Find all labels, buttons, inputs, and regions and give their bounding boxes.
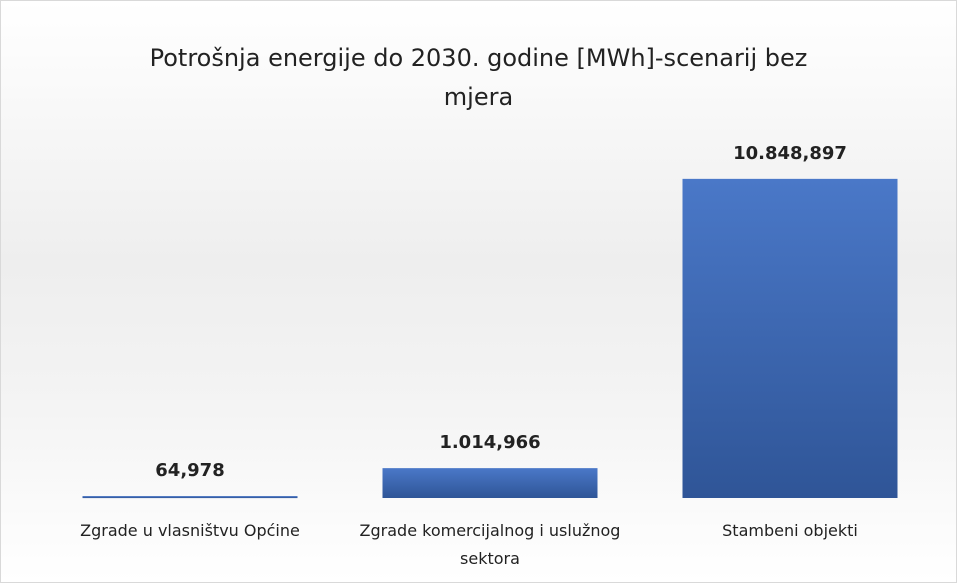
bar — [682, 178, 898, 498]
chart-title: Potrošnja energije do 2030. godine [MWh]… — [149, 44, 808, 111]
data-label: 10.848,897 — [733, 143, 847, 164]
data-label: 1.014,966 — [439, 432, 540, 453]
x-tick-label: Zgrade komercijalnog i uslužnog sektora — [359, 521, 621, 568]
bar — [382, 468, 598, 498]
x-tick-label: Zgrade u vlasništvu Općine — [80, 521, 300, 540]
x-tick-label: Stambeni objekti — [722, 521, 858, 540]
bar — [82, 496, 298, 499]
data-label: 64,978 — [155, 460, 224, 481]
